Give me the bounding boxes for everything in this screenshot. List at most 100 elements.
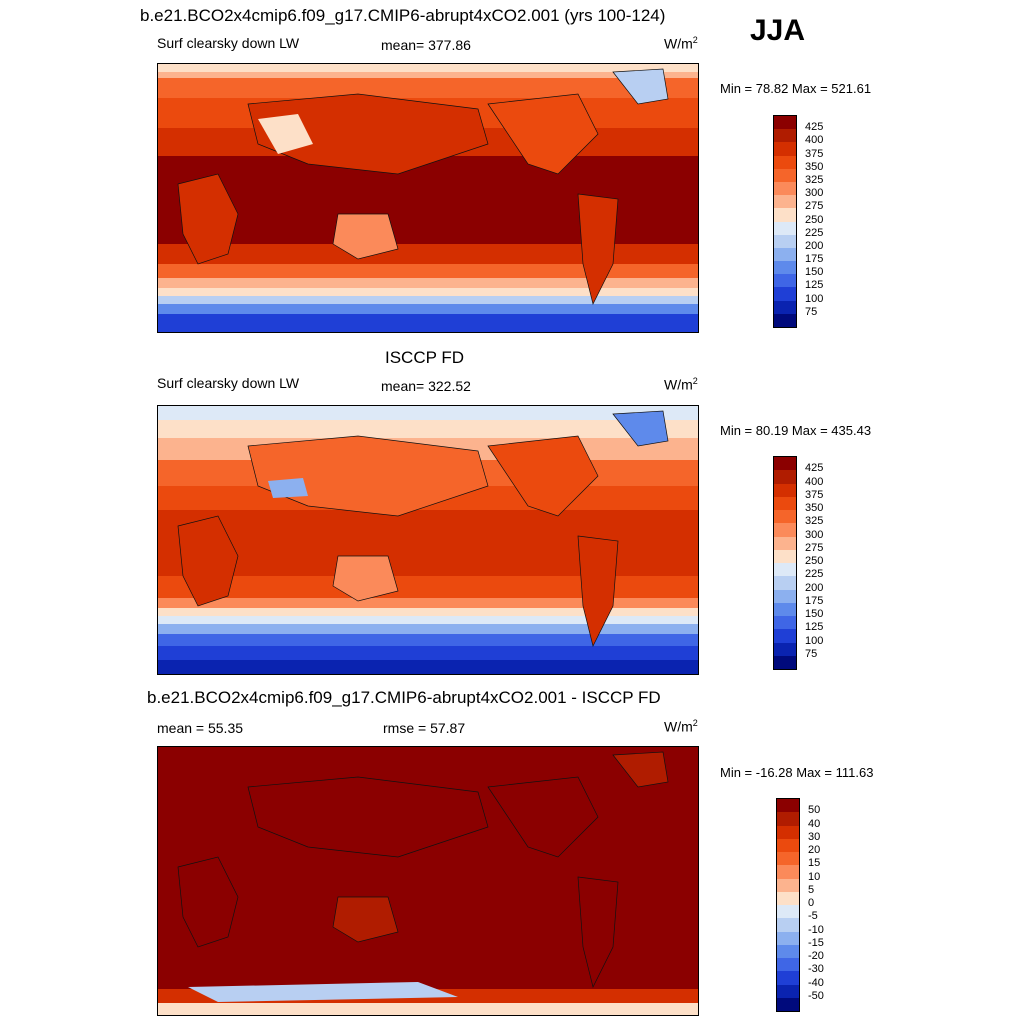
- colorbar-tick-label: 150: [805, 266, 824, 279]
- panel2-map: [157, 405, 699, 675]
- colorbar-segment: [774, 287, 796, 301]
- colorbar-segment: [774, 483, 796, 497]
- map-band: [158, 314, 698, 332]
- colorbar-tick-label: 50: [808, 804, 821, 817]
- map-band: [158, 608, 698, 616]
- colorbar-segment: [774, 195, 796, 209]
- colorbar-tick-label: -20: [808, 950, 824, 962]
- colorbar-segment: [777, 799, 799, 813]
- colorbar-tick-label: 425: [805, 462, 824, 475]
- colorbar-segment: [774, 655, 796, 669]
- colorbar-tick-label: 20: [808, 844, 821, 856]
- colorbar-tick-label: 225: [805, 568, 824, 581]
- colorbar-tick-label: 125: [805, 279, 824, 292]
- map-region: [177, 856, 239, 948]
- colorbar-tick-label: -15: [808, 936, 824, 949]
- colorbar-segment: [774, 274, 796, 288]
- colorbar-tick-label: 300: [805, 528, 824, 541]
- colorbar-tick-label: 400: [805, 475, 824, 488]
- colorbar-segment: [774, 457, 796, 471]
- season-label: JJA: [750, 14, 806, 47]
- colorbar-segment: [774, 589, 796, 603]
- colorbar-segment: [774, 129, 796, 143]
- panel2-title: ISCCP FD: [385, 348, 465, 367]
- map-band: [158, 660, 698, 674]
- map-band: [158, 576, 698, 598]
- map-band: [158, 64, 698, 72]
- colorbar-segment: [774, 313, 796, 327]
- colorbar-tick-label: -5: [808, 910, 818, 923]
- panel1-minmax: Min = 78.82 Max = 521.61: [720, 81, 872, 96]
- colorbar-tick-label: 125: [805, 621, 824, 634]
- map-band: [158, 420, 698, 438]
- colorbar-segment: [777, 865, 799, 879]
- colorbar-segment: [774, 155, 796, 169]
- map-band: [158, 264, 698, 278]
- colorbar-tick-label: 375: [805, 147, 824, 160]
- panel3-units: W/m2: [664, 718, 698, 735]
- map-region: [188, 982, 458, 1002]
- colorbar-segment: [777, 852, 799, 866]
- colorbar-segment: [777, 891, 799, 905]
- colorbar-segment: [777, 958, 799, 972]
- panel1-units: W/m2: [664, 35, 698, 52]
- colorbar-tick-label: 10: [808, 870, 821, 883]
- colorbar-tick-label: 100: [805, 634, 824, 647]
- panel3-title: b.e21.BCO2x4cmip6.f09_g17.CMIP6-abrupt4x…: [147, 688, 661, 707]
- colorbar-tick-label: 0: [808, 897, 815, 909]
- colorbar-segment: [777, 838, 799, 852]
- colorbar-tick-label: 15: [808, 857, 821, 870]
- colorbar-tick-label: 200: [805, 581, 824, 594]
- map-region: [577, 876, 619, 989]
- panel2-colorbar: [773, 456, 797, 670]
- colorbar-tick-label: 75: [805, 305, 818, 318]
- colorbar-tick-label: 400: [805, 134, 824, 147]
- panel1-map-canvas: [158, 64, 698, 332]
- colorbar-tick-label: -10: [808, 923, 824, 936]
- colorbar-segment: [774, 576, 796, 590]
- map-region: [487, 776, 599, 858]
- panel2-minmax: Min = 80.19 Max = 435.43: [720, 423, 872, 438]
- panel2-mean: mean= 322.52: [381, 378, 471, 394]
- colorbar-tick-label: 175: [805, 253, 824, 266]
- panel3-map: [157, 746, 699, 1016]
- map-region: [268, 478, 308, 498]
- colorbar-tick-label: 250: [805, 213, 824, 226]
- map-region: [332, 555, 399, 602]
- colorbar-segment: [777, 944, 799, 958]
- map-region: [177, 173, 239, 265]
- colorbar-segment: [774, 523, 796, 537]
- panel3-map-canvas: [158, 747, 698, 1015]
- panel3-colorbar: [776, 798, 800, 1012]
- map-region: [247, 776, 489, 858]
- panel1-map: [157, 63, 699, 333]
- colorbar-segment: [774, 168, 796, 182]
- colorbar-tick-label: 100: [805, 292, 824, 305]
- map-region: [332, 896, 399, 943]
- colorbar-segment: [777, 918, 799, 932]
- colorbar-segment: [777, 971, 799, 985]
- colorbar-tick-label: 40: [808, 817, 821, 830]
- map-region: [487, 93, 599, 175]
- map-region: [487, 435, 599, 517]
- colorbar-tick-label: 30: [808, 830, 821, 843]
- map-band: [158, 646, 698, 660]
- map-band: [158, 278, 698, 288]
- colorbar-tick-label: 350: [805, 502, 824, 514]
- colorbar-tick-label: 300: [805, 187, 824, 200]
- map-region: [612, 68, 669, 105]
- panel3-mean: mean = 55.35: [157, 720, 244, 736]
- panel1-mean: mean= 377.86: [381, 37, 471, 53]
- colorbar-segment: [777, 812, 799, 826]
- colorbar-segment: [774, 221, 796, 235]
- colorbar-segment: [777, 931, 799, 945]
- colorbar-tick-label: 175: [805, 594, 824, 607]
- map-band: [158, 598, 698, 608]
- map-region: [258, 114, 313, 154]
- colorbar-segment: [777, 825, 799, 839]
- map-band: [158, 296, 698, 304]
- map-band: [158, 304, 698, 314]
- colorbar-segment: [774, 142, 796, 156]
- colorbar-segment: [774, 496, 796, 510]
- colorbar-segment: [774, 602, 796, 616]
